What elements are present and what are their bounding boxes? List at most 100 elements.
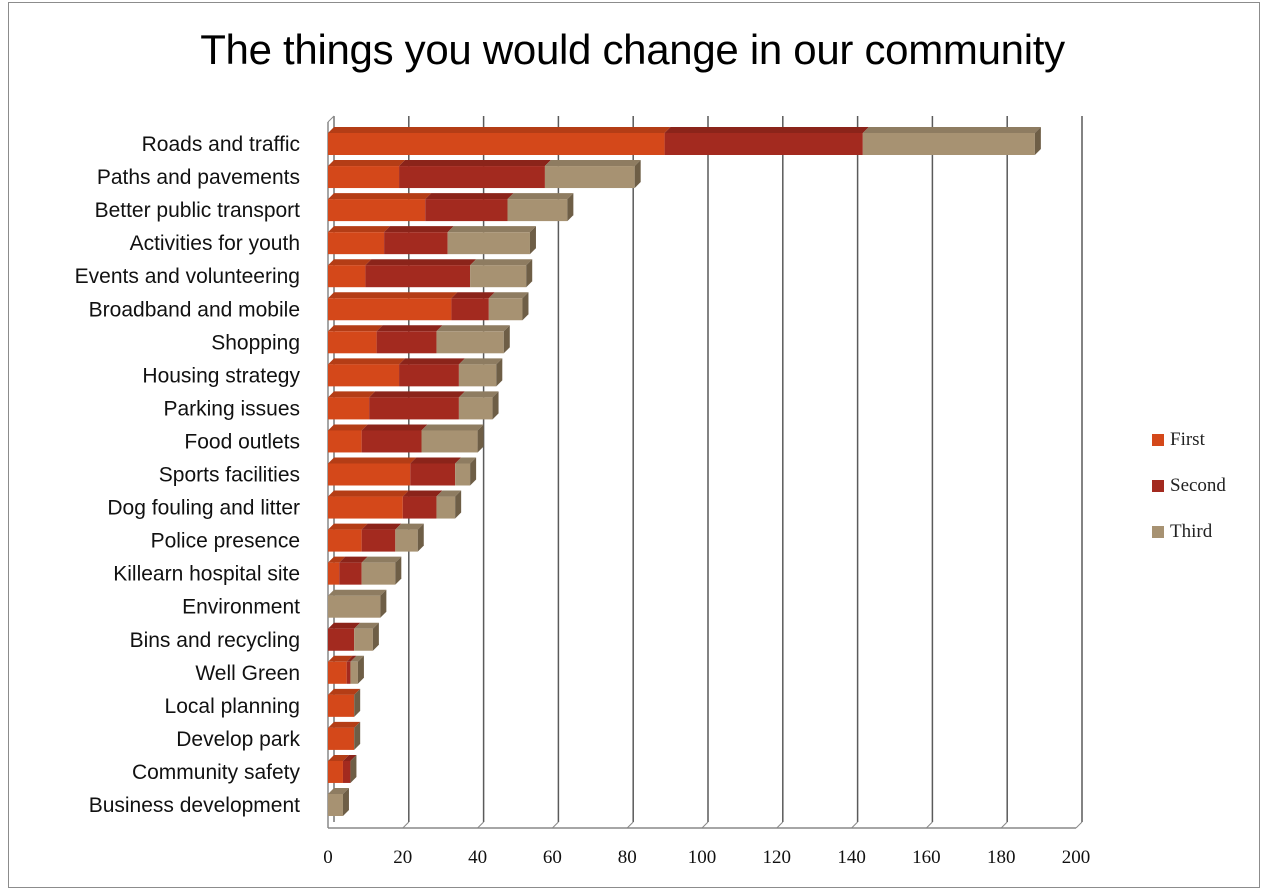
bar-segment-third <box>436 331 504 354</box>
x-tick-label: 0 <box>323 847 333 868</box>
bar-segment-top <box>399 160 551 167</box>
x-tick-label: 180 <box>987 847 1016 868</box>
bar-segment-top <box>328 523 368 530</box>
bar-segment-third <box>328 595 381 618</box>
bar-segment-top <box>436 490 462 497</box>
bar-segment-top <box>328 589 387 596</box>
bar-segment-second <box>399 166 545 189</box>
bar-segment-top <box>361 556 402 563</box>
bar-segment-first <box>328 529 362 552</box>
legend-swatch-second <box>1152 480 1164 492</box>
bar-segment-top <box>328 490 409 497</box>
gridline-floor <box>1075 821 1083 829</box>
bar-segment-top <box>447 226 536 233</box>
bar-end-face <box>492 391 499 420</box>
bar-segment-top <box>425 193 514 200</box>
bar-segment-top <box>507 193 574 200</box>
category-label: Shopping <box>211 331 300 354</box>
x-tick-label: 160 <box>912 847 941 868</box>
legend-label-second: Second <box>1170 475 1226 496</box>
bar-segment-first <box>328 331 377 354</box>
bar-segment-first <box>328 199 426 222</box>
bar-segment-second <box>376 331 437 354</box>
bar-segment-top <box>342 754 357 761</box>
category-label: Environment <box>182 596 300 619</box>
bar-segment-third <box>350 661 358 684</box>
bar-segment-top <box>862 127 1041 133</box>
bar-segment-top <box>365 259 477 266</box>
category-label: Parking issues <box>163 397 300 420</box>
bar-segment-top <box>328 424 368 431</box>
bar-segment-top <box>410 457 462 464</box>
bar-segment-third <box>507 199 568 222</box>
bar-segment-top <box>399 358 465 365</box>
bar-segment-top <box>328 358 406 365</box>
bar-end-face <box>380 589 387 618</box>
bar-segment-top <box>328 193 432 200</box>
bar-end-face <box>350 754 357 783</box>
bar-end-face <box>417 523 424 552</box>
bar-segment-third <box>458 364 497 387</box>
bar-segment-first <box>328 430 362 453</box>
legend-item-second: Second <box>1152 474 1226 498</box>
bar-segment-second <box>361 430 422 453</box>
bar-segment-third <box>436 496 456 519</box>
bar-segment-second <box>451 298 489 321</box>
category-label: Better public transport <box>95 199 301 222</box>
bar-segment-top <box>455 457 477 464</box>
bar-segment-first <box>328 727 355 750</box>
bar-segment-top <box>369 391 465 398</box>
bar-end-face <box>395 556 402 585</box>
bar-segment-top <box>361 424 428 431</box>
bar-end-face <box>354 721 361 750</box>
bar-end-face <box>357 655 364 684</box>
legend-item-third: Third <box>1152 520 1226 544</box>
bar-segment-top <box>354 622 379 629</box>
bar-segment-top <box>488 292 529 299</box>
bar-segment-top <box>328 457 417 464</box>
bar-segment-top <box>346 655 357 662</box>
bar-end-face <box>503 325 510 354</box>
bar-end-face <box>522 292 529 321</box>
category-label: Broadband and mobile <box>89 298 300 321</box>
gridline-floor <box>701 821 709 829</box>
category-label: Paths and pavements <box>97 166 300 189</box>
x-tick-label: 40 <box>468 847 487 868</box>
bar-segment-first <box>328 133 665 155</box>
gridline-floor <box>552 821 559 829</box>
bar-segment-top <box>328 292 458 299</box>
bar-segment-top <box>361 523 402 530</box>
chart-title: The things you would change in our commu… <box>200 26 1065 73</box>
bar-segment-top <box>384 226 454 233</box>
category-label: Develop park <box>176 728 300 751</box>
bar-segment-first <box>328 463 411 486</box>
bar-segment-third <box>455 463 471 486</box>
bar-end-face <box>372 622 379 651</box>
bar-segment-top <box>376 325 443 332</box>
bar-segment-top <box>421 424 484 431</box>
bar-segment-third <box>328 794 343 816</box>
legend-swatch-first <box>1152 434 1164 446</box>
x-tick-label: 60 <box>543 847 562 868</box>
x-tick-label: 140 <box>837 847 866 868</box>
legend-swatch-third <box>1152 526 1164 538</box>
bar-segment-top <box>458 391 499 398</box>
bar-segment-first <box>328 364 400 387</box>
bar-segment-third <box>447 232 530 255</box>
bar-end-face <box>354 688 361 717</box>
category-label: Community safety <box>132 761 301 784</box>
bar-segment-second <box>328 628 355 651</box>
bar-end-face <box>470 457 477 486</box>
bar-end-face <box>634 160 641 189</box>
legend-label-third: Third <box>1170 521 1213 542</box>
bar-segment-top <box>328 556 346 563</box>
category-label: Local planning <box>165 695 300 718</box>
legend-item-first: First <box>1152 428 1226 452</box>
bar-segment-first <box>328 397 370 420</box>
bar-segment-second <box>361 529 396 552</box>
gridline-floor <box>926 821 933 829</box>
bar-segment-second <box>384 232 448 255</box>
y-axis-top-edge <box>327 115 335 123</box>
bar-segment-first <box>328 298 452 321</box>
